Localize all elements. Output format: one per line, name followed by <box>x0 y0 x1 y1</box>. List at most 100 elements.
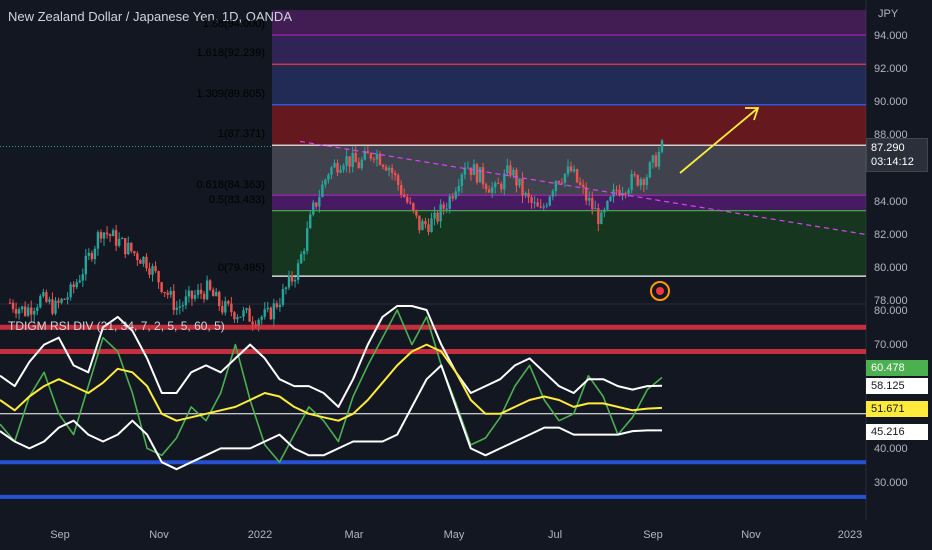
fib-label-0-618: 0.618(84.363) <box>196 179 266 191</box>
candle-body <box>518 178 521 186</box>
candle-body <box>296 263 300 280</box>
candle-body <box>315 202 318 207</box>
candle-body <box>636 175 639 186</box>
candle-body <box>645 177 649 186</box>
candle-body <box>569 166 573 172</box>
candle-body <box>63 298 66 300</box>
candle-body <box>442 204 445 209</box>
candle-body <box>293 279 297 282</box>
candle-body <box>160 282 163 293</box>
last-price: 87.290 <box>871 142 905 154</box>
candle-body <box>193 295 197 299</box>
candle-body <box>509 165 512 176</box>
candle-body <box>196 289 200 296</box>
lower-band-badge: 45.216 <box>866 424 928 440</box>
candle-body <box>339 169 342 173</box>
candle-body <box>390 167 394 174</box>
candle-body <box>26 307 30 316</box>
candle-body <box>287 275 291 288</box>
candle-body <box>66 297 69 300</box>
candle-body <box>142 256 145 264</box>
rsi-tick: 80.000 <box>874 305 908 317</box>
candle-body <box>381 164 385 167</box>
candle-body <box>124 238 127 255</box>
candle-body <box>78 280 81 283</box>
candle-body <box>554 180 558 192</box>
candle-body <box>436 212 439 222</box>
candle-body <box>148 268 151 275</box>
candle-body <box>421 221 424 231</box>
candle-body <box>202 293 206 300</box>
candle-body <box>84 255 88 275</box>
time-tick: Nov <box>149 529 169 541</box>
candle-body <box>275 303 279 308</box>
candle-body <box>257 319 260 326</box>
candle-body <box>281 289 285 305</box>
candle-body <box>606 200 609 210</box>
candle-body <box>93 248 97 260</box>
candle-body <box>154 266 157 272</box>
candle-body <box>524 193 527 196</box>
candle-body <box>466 167 470 169</box>
candle-body <box>406 196 409 203</box>
candle-body <box>175 307 178 310</box>
candle-body <box>597 208 600 224</box>
candle-body <box>512 169 515 176</box>
candle-body <box>263 309 266 317</box>
candle-body <box>242 310 245 317</box>
time-tick: 2022 <box>247 529 273 541</box>
time-tick: Mar <box>344 529 364 541</box>
candle-body <box>463 167 467 175</box>
candle-body <box>345 156 348 166</box>
candle-body <box>187 290 191 297</box>
candle-body <box>8 302 12 304</box>
event-marker-icon[interactable] <box>650 281 670 301</box>
candle-body <box>572 169 576 172</box>
time-tick: Sep <box>50 529 70 541</box>
candle-body <box>591 197 594 210</box>
candle-body <box>487 189 491 193</box>
candle-body <box>36 307 39 311</box>
candle-body <box>433 212 436 219</box>
candle-body <box>221 306 224 313</box>
candle-body <box>333 163 336 168</box>
candle-body <box>633 173 636 176</box>
candle-body <box>169 290 172 295</box>
rsi-tick: 40.000 <box>874 443 908 455</box>
candle-body <box>448 196 451 209</box>
candle-body <box>615 189 618 191</box>
candle-body <box>184 296 188 306</box>
candle-body <box>412 203 415 211</box>
candle-body <box>369 153 373 159</box>
candle-body <box>584 187 588 201</box>
candle-body <box>260 316 263 320</box>
time-tick: Jul <box>547 529 563 541</box>
candle-body <box>17 309 21 314</box>
indicator-title[interactable]: TDIGM RSI DIV (21, 34, 7, 2, 5, 5, 60, 5… <box>8 319 225 333</box>
symbol-title[interactable]: New Zealand Dollar / Japanese Yen, 1D, O… <box>8 9 292 24</box>
price-tick: 84.000 <box>874 196 908 208</box>
candle-body <box>403 194 406 197</box>
rsi-tick: 30.000 <box>874 477 908 489</box>
candle-body <box>133 251 136 254</box>
candle-body <box>506 165 509 174</box>
candle-body <box>96 232 100 249</box>
price-tick: 80.000 <box>874 262 908 274</box>
candle-body <box>269 307 272 320</box>
candle-body <box>342 165 345 170</box>
candle-body <box>560 182 564 184</box>
candle-body <box>272 303 276 320</box>
candle-body <box>430 218 433 233</box>
candle-body <box>384 166 388 171</box>
candle-body <box>81 274 84 281</box>
last-price-badge: 87.290 03:14:12 <box>866 138 928 172</box>
candle-body <box>117 238 121 246</box>
candle-body <box>351 152 354 167</box>
candle-body <box>205 280 209 300</box>
fib-zone-5 <box>272 195 866 211</box>
candle-body <box>536 202 539 207</box>
candle-body <box>130 242 133 252</box>
candle-body <box>236 317 239 320</box>
candle-body <box>108 234 112 237</box>
